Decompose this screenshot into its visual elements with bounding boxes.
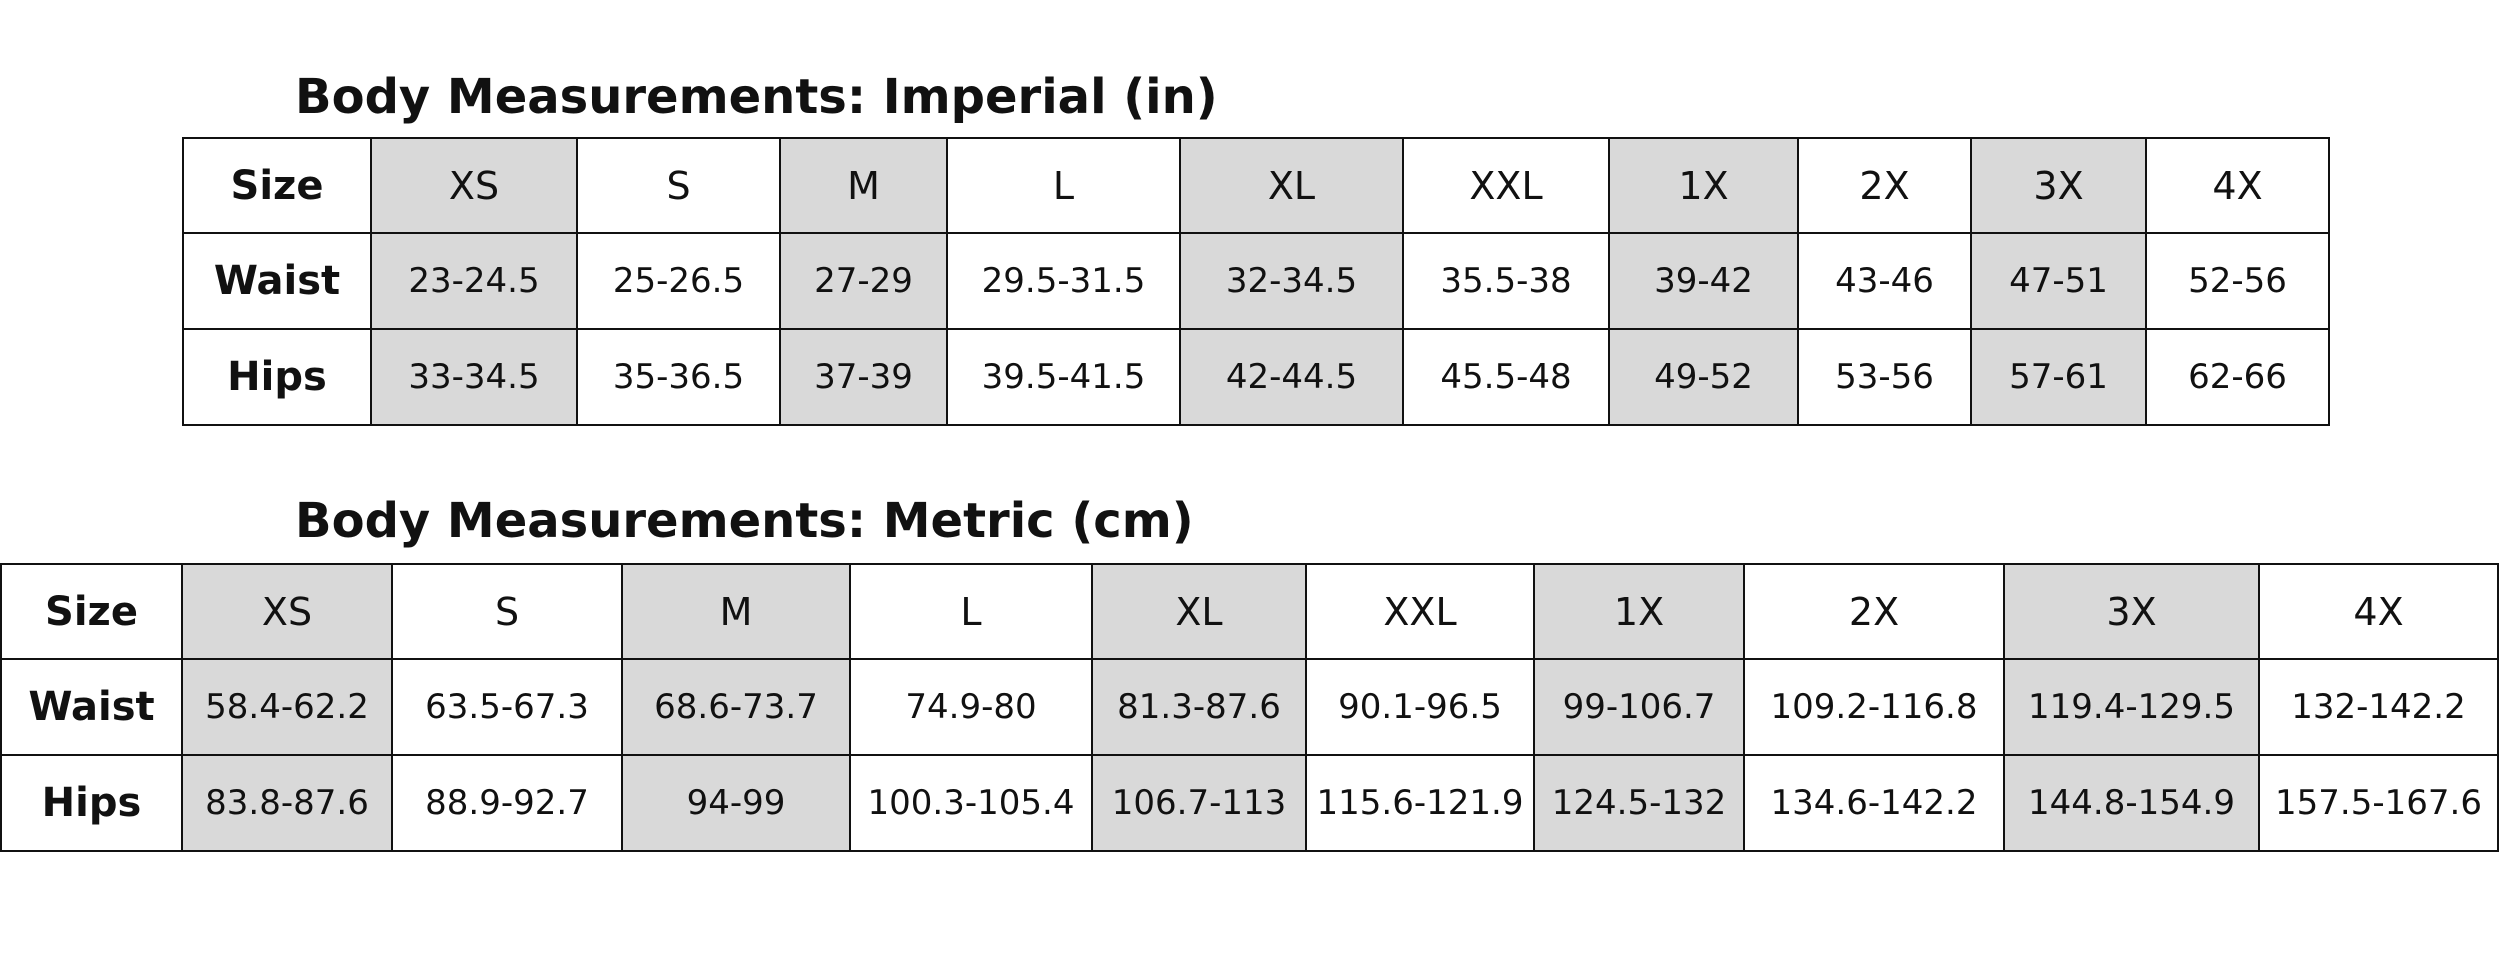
header-cell: S [391,563,623,660]
header-cell: L [946,137,1181,234]
table-cell: 124.5-132 [1533,754,1745,852]
table-cell: 37-39 [779,328,948,426]
header-cell: XS [370,137,578,234]
header-cell: XXL [1305,563,1535,660]
table-cell: 62-66 [2145,328,2330,426]
table-cell: 42-44.5 [1179,328,1404,426]
table-cell: 43-46 [1797,232,1972,330]
table-cell: 57-61 [1970,328,2147,426]
header-cell: 3X [2003,563,2260,660]
table-title: Body Measurements: Metric (cm) [295,493,1194,549]
table-cell: 99-106.7 [1533,658,1745,756]
table-cell: 27-29 [779,232,948,330]
table-cell: 33-34.5 [370,328,578,426]
row-header: Hips [182,328,372,426]
table-cell: 35.5-38 [1402,232,1610,330]
table-cell: 29.5-31.5 [946,232,1181,330]
table-cell: 39.5-41.5 [946,328,1181,426]
header-cell: 1X [1533,563,1745,660]
header-cell: XS [181,563,393,660]
header-cell: 2X [1797,137,1972,234]
header-cell: 4X [2145,137,2330,234]
table-title: Body Measurements: Imperial (in) [295,69,1218,125]
table-cell: 63.5-67.3 [391,658,623,756]
header-cell: 2X [1743,563,2005,660]
table-cell: 119.4-129.5 [2003,658,2260,756]
table-cell: 53-56 [1797,328,1972,426]
header-cell: L [849,563,1093,660]
header-cell: M [779,137,948,234]
table-cell: 94-99 [621,754,851,852]
header-cell: 1X [1608,137,1799,234]
table-cell: 106.7-113 [1091,754,1307,852]
row-header: Hips [0,754,183,852]
table-cell: 134.6-142.2 [1743,754,2005,852]
table-cell: 74.9-80 [849,658,1093,756]
table-cell: 32-34.5 [1179,232,1404,330]
table-cell: 52-56 [2145,232,2330,330]
header-cell: M [621,563,851,660]
table-cell: 45.5-48 [1402,328,1610,426]
table-cell: 83.8-87.6 [181,754,393,852]
header-cell: XXL [1402,137,1610,234]
table-cell: 81.3-87.6 [1091,658,1307,756]
header-cell: 4X [2258,563,2499,660]
table-cell: 88.9-92.7 [391,754,623,852]
header-cell: XL [1179,137,1404,234]
table-cell: 25-26.5 [576,232,781,330]
table-cell: 49-52 [1608,328,1799,426]
table-cell: 115.6-121.9 [1305,754,1535,852]
header-cell: S [576,137,781,234]
table-cell: 144.8-154.9 [2003,754,2260,852]
table-cell: 47-51 [1970,232,2147,330]
table-cell: 109.2-116.8 [1743,658,2005,756]
table-cell: 132-142.2 [2258,658,2499,756]
table-cell: 90.1-96.5 [1305,658,1535,756]
table-cell: 68.6-73.7 [621,658,851,756]
table-cell: 100.3-105.4 [849,754,1093,852]
table-cell: 58.4-62.2 [181,658,393,756]
table-cell: 39-42 [1608,232,1799,330]
row-header: Waist [182,232,372,330]
table-cell: 157.5-167.6 [2258,754,2499,852]
header-cell: Size [182,137,372,234]
header-cell: XL [1091,563,1307,660]
row-header: Waist [0,658,183,756]
table-cell: 23-24.5 [370,232,578,330]
header-cell: Size [0,563,183,660]
table-cell: 35-36.5 [576,328,781,426]
header-cell: 3X [1970,137,2147,234]
